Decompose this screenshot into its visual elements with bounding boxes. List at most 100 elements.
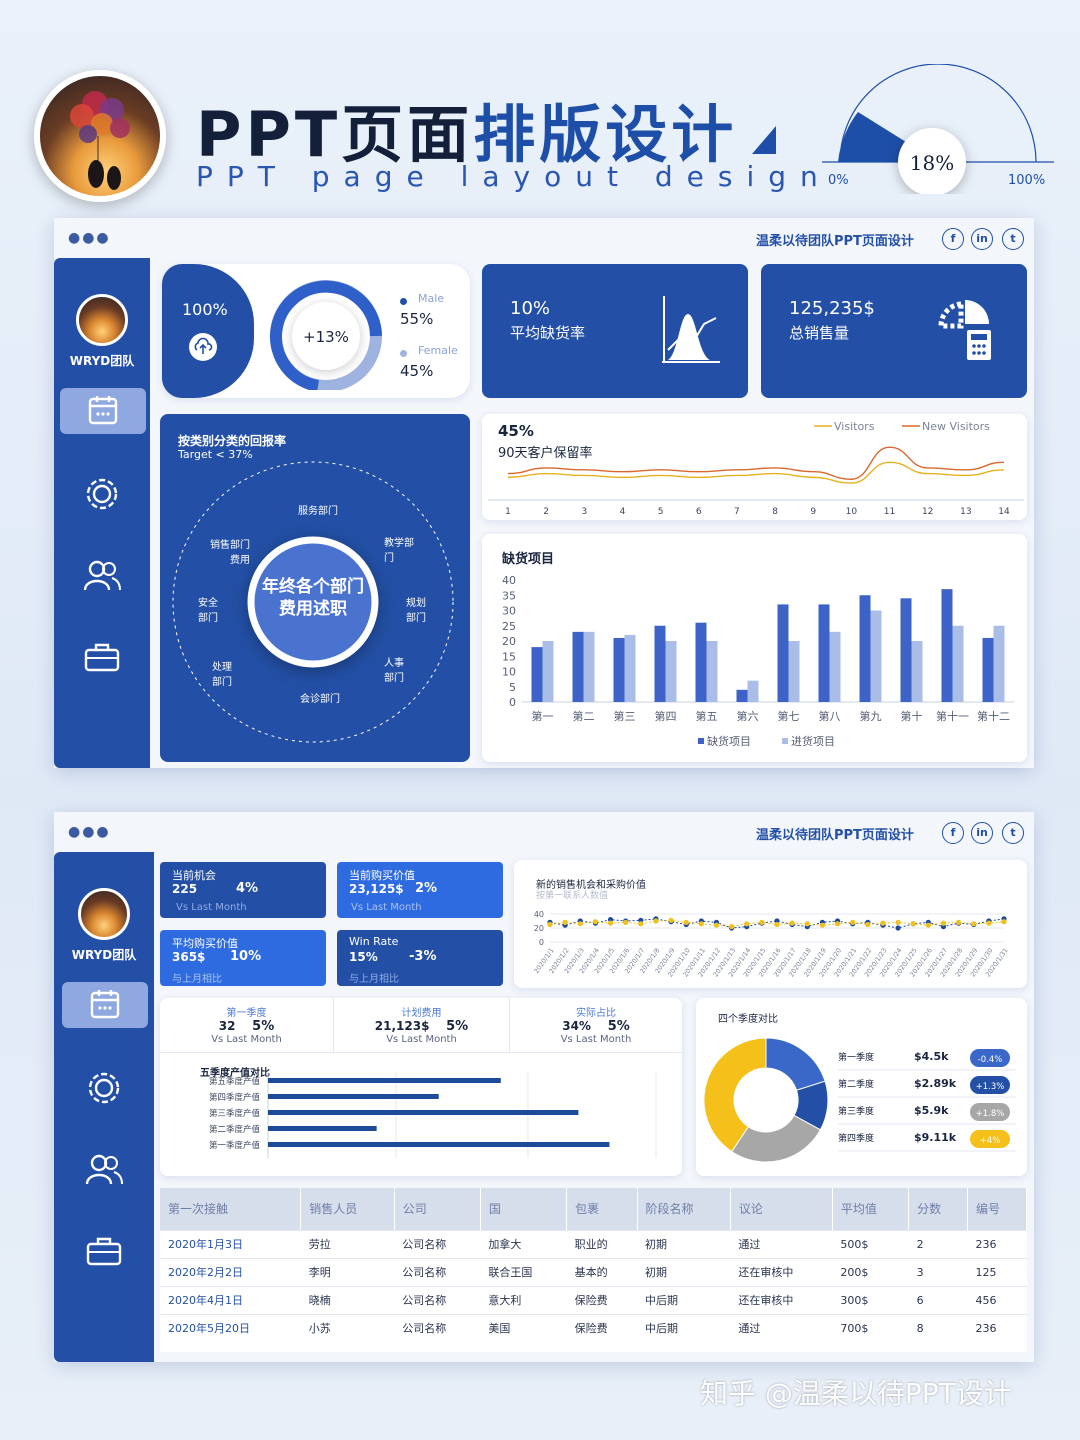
male-value: 55%: [400, 310, 434, 328]
data-point: [925, 922, 931, 928]
x-tick-label: 3: [581, 507, 587, 517]
window-dots-icon: ●●●: [68, 230, 111, 246]
table-header-cell[interactable]: 国: [480, 1188, 568, 1230]
table-cell: 中后期: [637, 1285, 731, 1314]
twitter-icon[interactable]: t: [1002, 228, 1024, 250]
y-tick-label: 30: [502, 605, 516, 618]
gauge-min: 0%: [828, 173, 849, 188]
gauge-max: 100%: [1008, 173, 1045, 188]
stat-q1: 第一季度 32 5% Vs Last Month: [160, 998, 334, 1052]
table-cell: 意大利: [480, 1285, 567, 1314]
table-row[interactable]: 2020年2月2日 李明 公司名称 联合王国 基本的 初期 还在审核中 200$ 3 125: [160, 1257, 1027, 1286]
page-title: PPT页面排版设计: [196, 98, 738, 171]
table-header-cell[interactable]: 平均值: [832, 1188, 910, 1230]
dept-target: Target < 37%: [178, 448, 253, 461]
data-point: [668, 917, 674, 923]
table-header-cell[interactable]: 阶段名称: [637, 1188, 731, 1230]
x-tick-label: 14: [998, 507, 1010, 517]
table-cell: 小苏: [300, 1313, 395, 1342]
male-dot: [400, 298, 407, 305]
male-label: Male: [418, 292, 445, 305]
table-cell: 李明: [300, 1257, 395, 1286]
linkedin-icon[interactable]: in: [971, 228, 993, 250]
table-cell: 236: [967, 1229, 1027, 1258]
sales-label: 总销售量: [789, 324, 850, 342]
stat-pct: 5%: [252, 1019, 275, 1034]
dept-hr: 人事部门: [384, 658, 404, 684]
quarter-label: 第一季度: [838, 1051, 874, 1063]
stat-pct: 5%: [607, 1019, 630, 1034]
x-tick-label: 第十二: [977, 709, 1010, 723]
sales-card: 125,235$ 总销售量: [761, 264, 1027, 398]
bar: [818, 604, 830, 702]
table-header-cell[interactable]: 包裹: [566, 1188, 638, 1230]
table-row[interactable]: 2020年4月1日 晓楠 公司名称 意大利 保险费 中后期 还在审核中 300$ 6 456: [160, 1285, 1027, 1314]
data-point: [850, 919, 856, 925]
data-point: [607, 920, 614, 926]
y-tick-label: 0: [509, 696, 516, 709]
donut-slice: [731, 1114, 822, 1163]
dept-planning: 规划部门: [406, 598, 426, 624]
quarter-label: 第二季度: [838, 1078, 874, 1090]
data-point: [653, 918, 659, 924]
linkedin-icon[interactable]: in: [971, 822, 993, 844]
dept-center-label: 年终各个部门费用述职: [262, 577, 364, 619]
gear-icon[interactable]: [84, 476, 120, 512]
table-cell: 2020年5月20日: [160, 1313, 301, 1342]
x-tick-label: 1: [505, 507, 511, 517]
quarter-value: $5.9k: [914, 1104, 949, 1117]
kpi-pct: 10%: [230, 949, 262, 964]
bar: [952, 625, 964, 702]
bar: [542, 641, 554, 702]
sidebar-item-calendar[interactable]: [60, 388, 146, 434]
bar: [706, 641, 718, 702]
window-dots-icon: ●●●: [68, 824, 111, 840]
table-cell: 联合王国: [480, 1257, 567, 1286]
table-cell: 职业的: [566, 1229, 637, 1258]
table-header-cell[interactable]: 第一次接触: [160, 1188, 302, 1230]
table-cell: 中后期: [637, 1313, 731, 1342]
users-icon[interactable]: [84, 1152, 124, 1186]
y-tick-label: 40: [502, 574, 516, 587]
bar: [613, 637, 625, 702]
facebook-icon[interactable]: f: [942, 228, 964, 250]
quarter-badge: [970, 1049, 1010, 1067]
facebook-icon[interactable]: f: [942, 822, 964, 844]
data-point: [1001, 919, 1007, 925]
table-header-cell[interactable]: 编号: [967, 1188, 1027, 1230]
y-tick-label: 0: [539, 938, 544, 947]
bar: [268, 1094, 439, 1099]
sidebar-item-calendar[interactable]: [62, 982, 148, 1028]
kpi-pct: 2%: [415, 881, 438, 896]
briefcase-icon[interactable]: [84, 642, 120, 672]
dept-title: 按类别分类的回报率: [178, 434, 287, 448]
table-cell: 公司名称: [394, 1313, 481, 1342]
twitter-icon[interactable]: t: [1002, 822, 1024, 844]
table-cell: 通过: [730, 1229, 833, 1258]
x-tick-label: 12: [922, 507, 933, 517]
sidebar: WRYD团队: [54, 852, 154, 1362]
data-point: [986, 920, 992, 926]
table-row[interactable]: 2020年5月20日 小苏 公司名称 美国 保险费 中后期 通过 700$ 8 236: [160, 1313, 1027, 1342]
x-tick-label: 第五: [696, 709, 718, 723]
table-header-cell[interactable]: 分数: [908, 1188, 968, 1230]
briefcase-icon[interactable]: [86, 1236, 122, 1266]
bar: [982, 637, 994, 702]
table-header-cell[interactable]: 议论: [730, 1188, 833, 1230]
users-icon[interactable]: [82, 558, 122, 592]
legend-swatch: [698, 738, 704, 744]
y-tick-label: 第四季度产值: [209, 1092, 261, 1103]
gender-change: +13%: [303, 328, 349, 346]
bar: [583, 631, 595, 702]
table-row[interactable]: 2020年1月3日 劳拉 公司名称 加拿大 职业的 初期 通过 500$ 2 236: [160, 1229, 1027, 1258]
data-point: [577, 921, 583, 927]
bar: [572, 631, 584, 702]
table-header-cell[interactable]: 公司: [394, 1188, 481, 1230]
balloons-image: [70, 91, 130, 190]
quarter-label: 第三季度: [838, 1105, 874, 1117]
gear-icon[interactable]: [86, 1070, 122, 1106]
table-header-cell[interactable]: 销售人员: [300, 1188, 395, 1230]
donut-slice: [703, 1037, 767, 1153]
trend-subtitle: 按第一联系人数值: [536, 891, 609, 901]
